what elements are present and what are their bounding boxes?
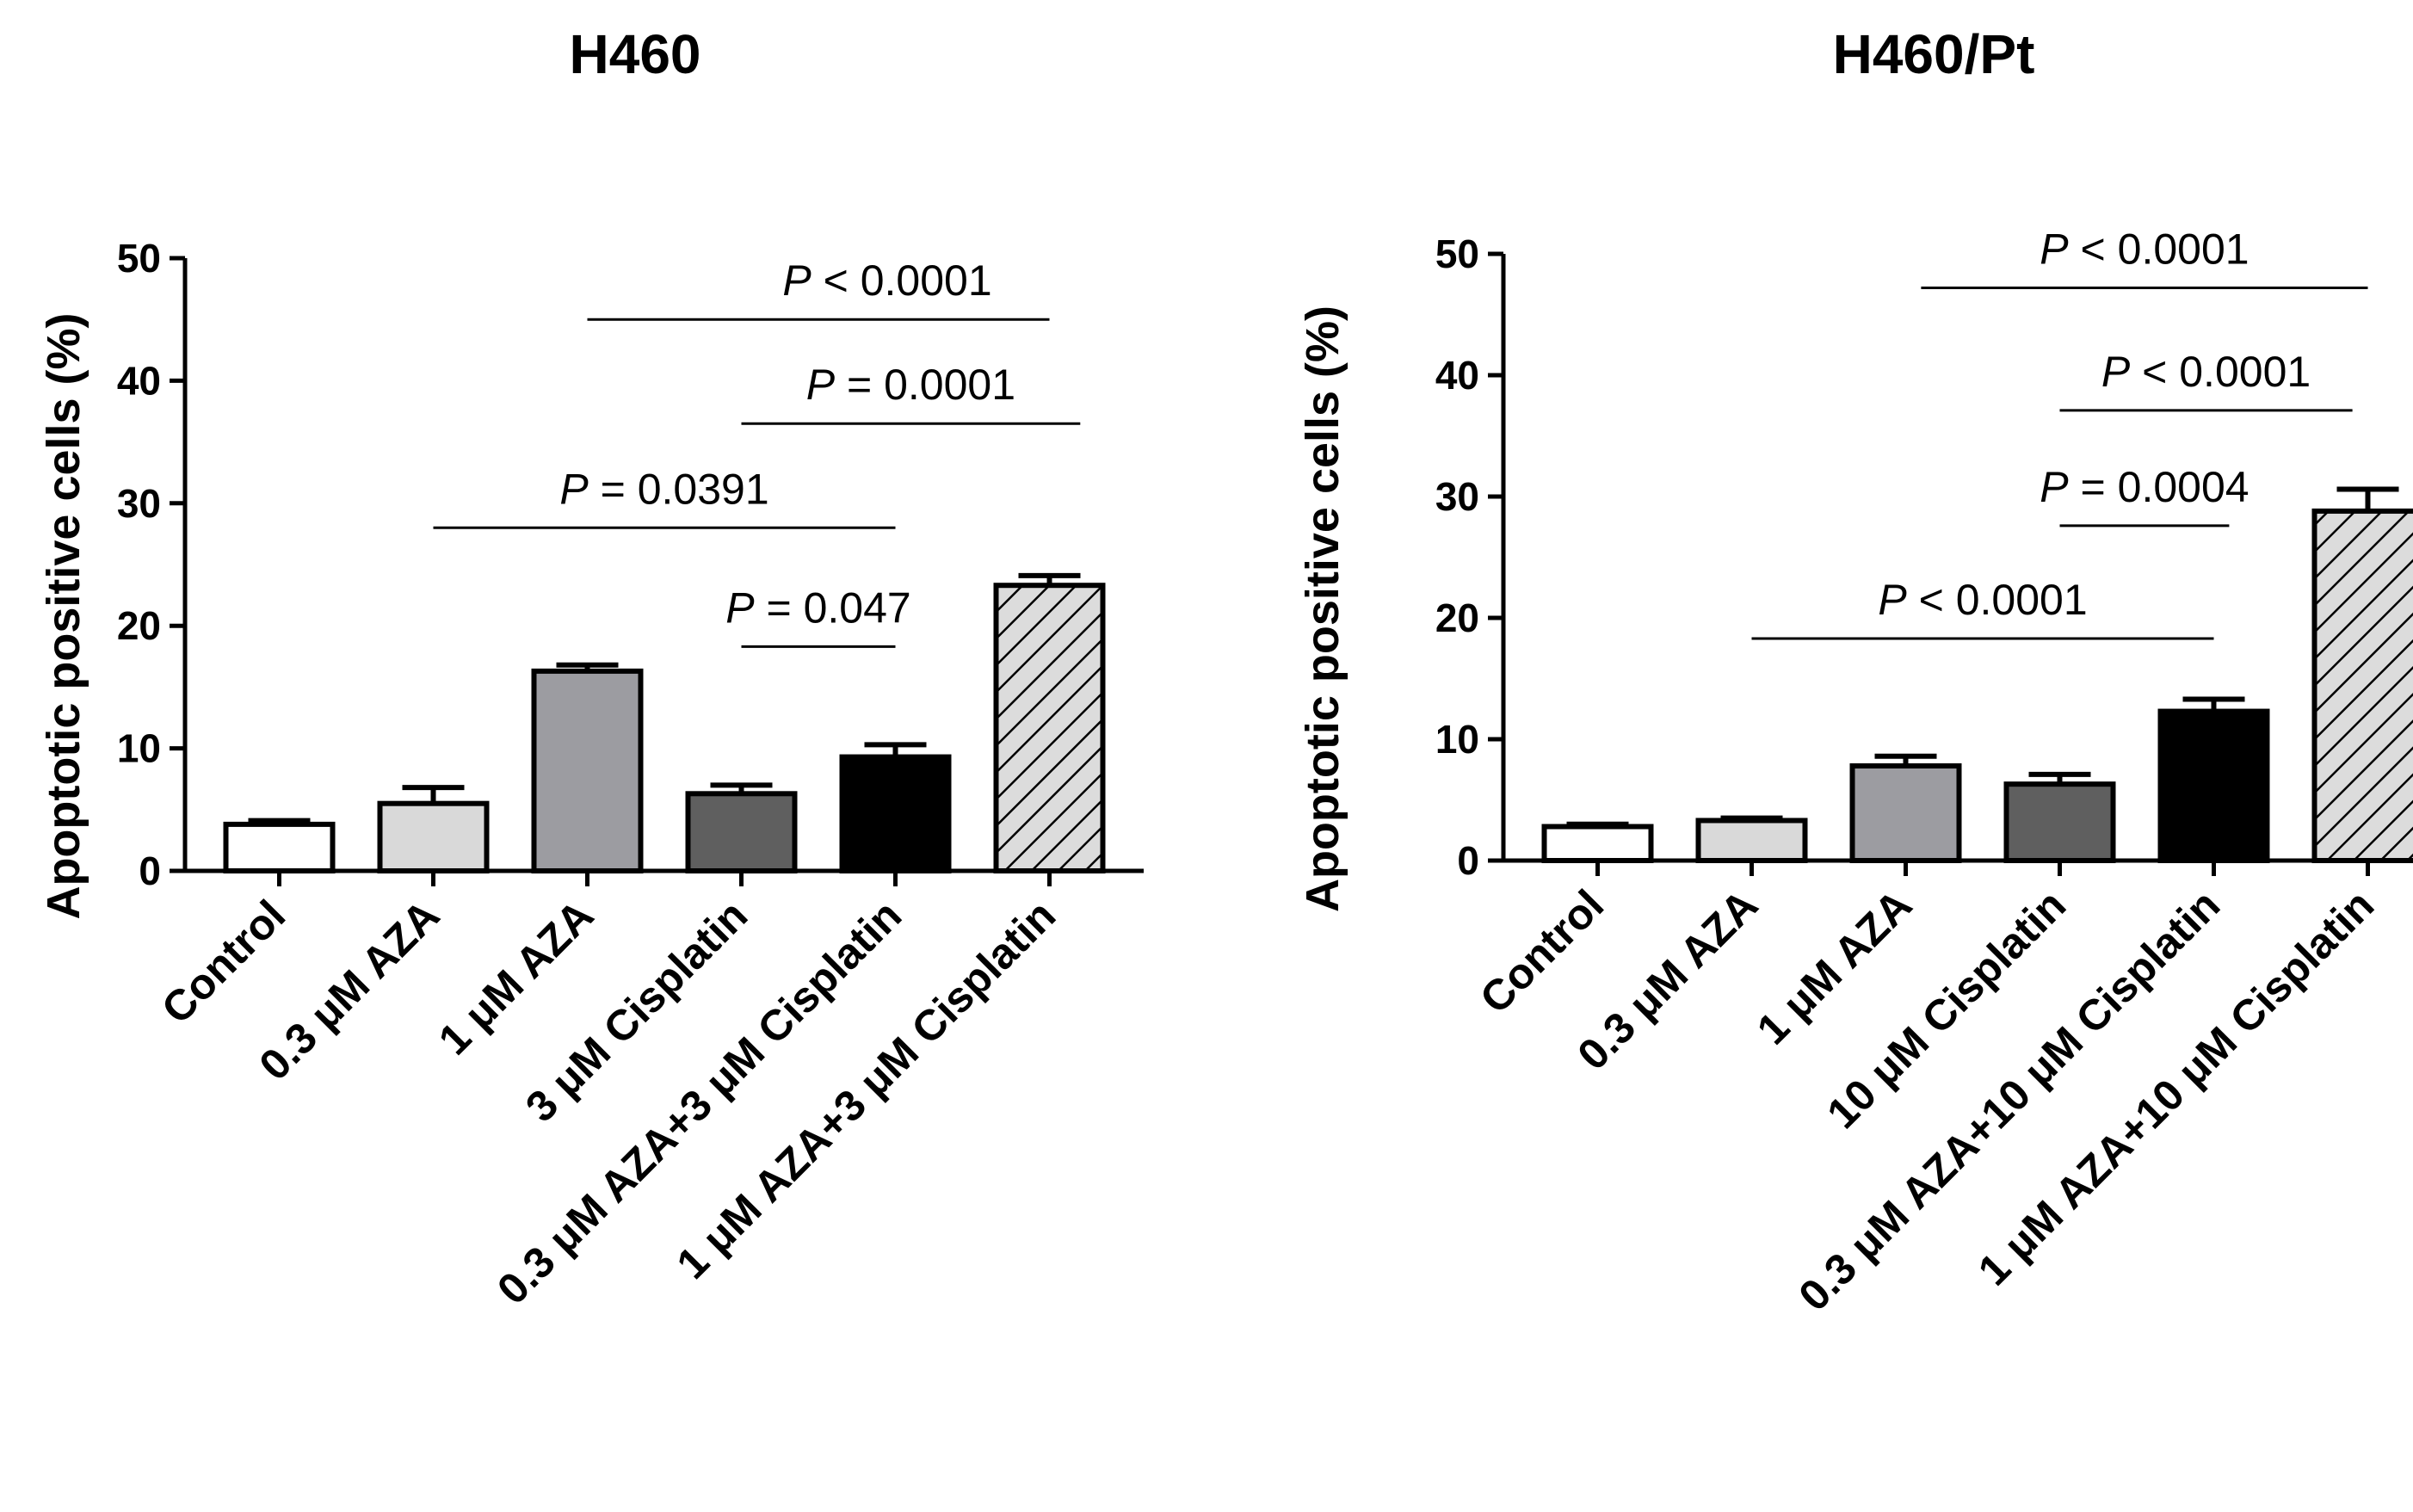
bar [1695,818,1808,863]
p-value: = 0.0004 [2069,463,2249,511]
p-value: < 0.0001 [2130,348,2311,396]
bar [1541,824,1654,864]
p-symbol: P [2101,348,2131,396]
p-value: < 0.0001 [812,256,992,305]
bar [377,800,490,873]
p-value: < 0.0001 [2069,225,2249,273]
p-value-label: P = 0.047 [725,583,910,632]
y-tick-label: 40 [1435,353,1479,398]
bar [2311,508,2413,863]
bar [685,791,798,874]
p-value: = 0.047 [755,583,911,632]
p-value: < 0.0001 [1907,576,2088,624]
y-tick-label: 50 [117,236,161,281]
y-tick-label: 40 [117,358,161,403]
y-tick-label: 10 [1435,717,1479,762]
y-tick-label: 20 [117,603,161,648]
chart-title: H460/Pt [1833,23,2035,85]
p-value-label: P < 0.0001 [2040,225,2249,273]
y-axis-label: Apoptotic positive cells (%) [1297,305,1348,912]
y-tick-label: 30 [117,481,161,526]
p-value-label: P < 0.0001 [2101,348,2311,396]
p-value-label: P < 0.0001 [1878,576,2087,624]
y-tick-label: 50 [1435,231,1479,276]
p-value: = 0.0001 [835,361,1015,409]
p-symbol: P [2040,225,2069,273]
p-symbol: P [2040,463,2069,511]
y-tick-label: 10 [117,726,161,771]
p-value-label: P = 0.0391 [559,465,768,513]
x-tick-label: Control [1471,880,1613,1022]
y-tick-label: 30 [1435,474,1479,519]
p-symbol: P [806,361,836,409]
y-axis-label: Apoptotic positive cells (%) [38,312,89,919]
bar [531,668,644,873]
bar [2003,781,2116,863]
y-tick-label: 0 [1457,838,1479,883]
p-value-label: P < 0.0001 [782,256,991,305]
p-symbol: P [782,256,812,305]
bar [223,821,336,873]
chart-panel-h460-pt: H460/Pt Apoptotic positive cells (%) 0 10 20… [1297,23,2413,1320]
p-value: = 0.0391 [589,465,769,513]
x-tick-label: Control [152,891,294,1033]
chart-panel-h460: H460 Apoptotic positive cells (%) 0 10 20 30 4… [38,23,1144,1313]
y-tick-label: 0 [139,849,161,893]
bar [1849,763,1962,864]
p-value-label: P = 0.0001 [806,361,1015,409]
chart-title: H460 [570,23,701,85]
bar [839,754,952,873]
p-value-label: P = 0.0004 [2040,463,2249,511]
y-tick-label: 20 [1435,596,1479,640]
bar [2157,708,2270,863]
p-symbol: P [559,465,589,513]
bar [993,583,1106,873]
p-symbol: P [725,583,755,632]
p-symbol: P [1878,576,1907,624]
